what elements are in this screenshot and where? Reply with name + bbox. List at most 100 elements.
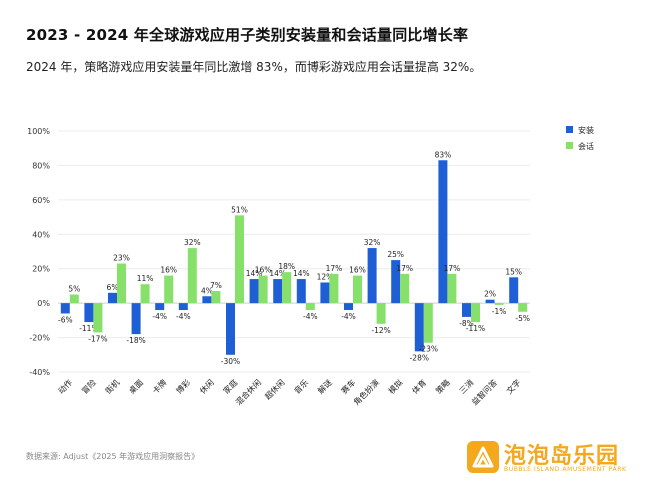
- legend-swatch-install: [566, 126, 573, 133]
- x-tick-label: 赛车: [339, 377, 357, 395]
- data-label: -11%: [79, 324, 98, 333]
- session-bar: [140, 284, 150, 304]
- data-label: 16%: [160, 266, 177, 275]
- data-label: 83%: [435, 150, 452, 159]
- data-label: 23%: [113, 254, 130, 263]
- data-label: 32%: [184, 238, 201, 247]
- session-bar: [329, 273, 339, 304]
- y-tick-label: 60%: [32, 196, 50, 205]
- session-bar: [164, 275, 174, 304]
- x-tick-label: 文字: [504, 377, 522, 395]
- session-bar: [258, 275, 268, 304]
- session-bar: [471, 303, 480, 323]
- install-bar: [509, 277, 519, 304]
- x-tick-label: 街机: [103, 377, 121, 395]
- bar-chart: 100%80%60%40%20%0%-20%-40%-6%5%动作-11%-17…: [27, 125, 594, 407]
- data-label: 14%: [246, 269, 263, 278]
- x-tick-label: 模拟: [386, 377, 404, 395]
- x-tick-label: 角色扮演: [351, 377, 381, 407]
- data-label: 16%: [255, 266, 272, 275]
- data-label: -17%: [88, 334, 107, 343]
- data-label: -11%: [466, 324, 485, 333]
- session-bar: [305, 303, 315, 311]
- y-tick-label: 100%: [27, 127, 50, 136]
- data-label: -18%: [126, 336, 145, 345]
- y-tick-label: 40%: [32, 230, 50, 239]
- legend-swatch-session: [566, 142, 573, 149]
- install-bar: [438, 160, 448, 304]
- install-bar: [84, 303, 94, 323]
- data-label: 4%: [201, 286, 213, 295]
- data-label: 17%: [444, 264, 461, 273]
- install-bar: [367, 248, 377, 304]
- data-label: -28%: [410, 353, 429, 362]
- y-tick-label: 20%: [32, 265, 50, 274]
- data-label: -4%: [303, 312, 318, 321]
- x-tick-label: 桌面: [127, 377, 145, 395]
- y-tick-label: -20%: [29, 334, 50, 343]
- data-label: 17%: [396, 264, 413, 273]
- data-label: 16%: [349, 266, 366, 275]
- session-bar: [235, 215, 244, 304]
- data-label: 2%: [484, 290, 496, 299]
- install-bar: [320, 282, 330, 304]
- session-bar: [376, 303, 386, 324]
- data-label: 14%: [293, 269, 310, 278]
- y-tick-label: 80%: [32, 161, 50, 170]
- brand-logo: 泡泡岛乐园 BUBBLE ISLAND AMUSEMENT PARK: [466, 438, 642, 480]
- install-bar: [462, 303, 471, 317]
- data-label: 17%: [326, 264, 343, 273]
- session-bar: [211, 291, 221, 304]
- data-label: 7%: [210, 281, 222, 290]
- install-bar: [155, 303, 165, 311]
- install-bar: [178, 303, 188, 311]
- install-bar: [131, 303, 141, 335]
- x-tick-label: 家庭: [221, 377, 239, 395]
- install-bar: [391, 260, 401, 304]
- data-label: -23%: [419, 345, 438, 354]
- x-tick-label: 策略: [433, 377, 451, 395]
- session-bar: [187, 248, 197, 304]
- x-tick-label: 博彩: [174, 377, 192, 395]
- install-bar: [273, 279, 283, 304]
- install-bar: [249, 279, 259, 304]
- x-tick-label: 休闲: [197, 377, 215, 395]
- session-bar: [93, 303, 103, 333]
- session-bar: [494, 303, 504, 305]
- data-label: -4%: [176, 312, 191, 321]
- y-tick-label: 0%: [37, 299, 50, 308]
- logo-mark-icon: [467, 441, 499, 473]
- session-bar: [353, 275, 362, 304]
- session-bar: [447, 273, 457, 304]
- x-tick-label: 卡牌: [150, 377, 168, 395]
- data-label: -4%: [341, 312, 356, 321]
- install-bar: [485, 299, 495, 304]
- data-label: 5%: [68, 285, 80, 294]
- install-bar: [60, 303, 70, 314]
- session-bar: [282, 272, 292, 304]
- data-label: 15%: [505, 267, 522, 276]
- x-tick-label: 解谜: [315, 377, 333, 395]
- session-bar: [423, 303, 433, 343]
- install-bar: [226, 303, 235, 355]
- data-label: -8%: [459, 319, 474, 328]
- x-tick-label: 冒险: [79, 377, 97, 395]
- x-tick-label: 益智问答: [469, 377, 499, 407]
- y-tick-label: -40%: [29, 368, 50, 377]
- x-tick-label: 动作: [56, 377, 74, 395]
- data-label: -30%: [221, 357, 240, 366]
- x-tick-label: 三消: [457, 377, 475, 395]
- legend-label: 安装: [578, 125, 594, 135]
- install-bar: [414, 303, 424, 352]
- x-tick-label: 体育: [410, 377, 428, 395]
- session-bar: [117, 263, 126, 304]
- data-label: -4%: [152, 312, 167, 321]
- data-label: 11%: [137, 274, 154, 283]
- data-label: -5%: [515, 314, 530, 323]
- legend-label: 会话: [578, 141, 594, 151]
- install-bar: [202, 296, 212, 304]
- data-label: 12%: [317, 272, 334, 281]
- data-label: 18%: [278, 262, 295, 271]
- chart-title: 2023 - 2024 年全球游戏应用子类别安装量和会话量同比增长率: [26, 26, 469, 44]
- x-tick-label: 超休闲: [263, 377, 287, 401]
